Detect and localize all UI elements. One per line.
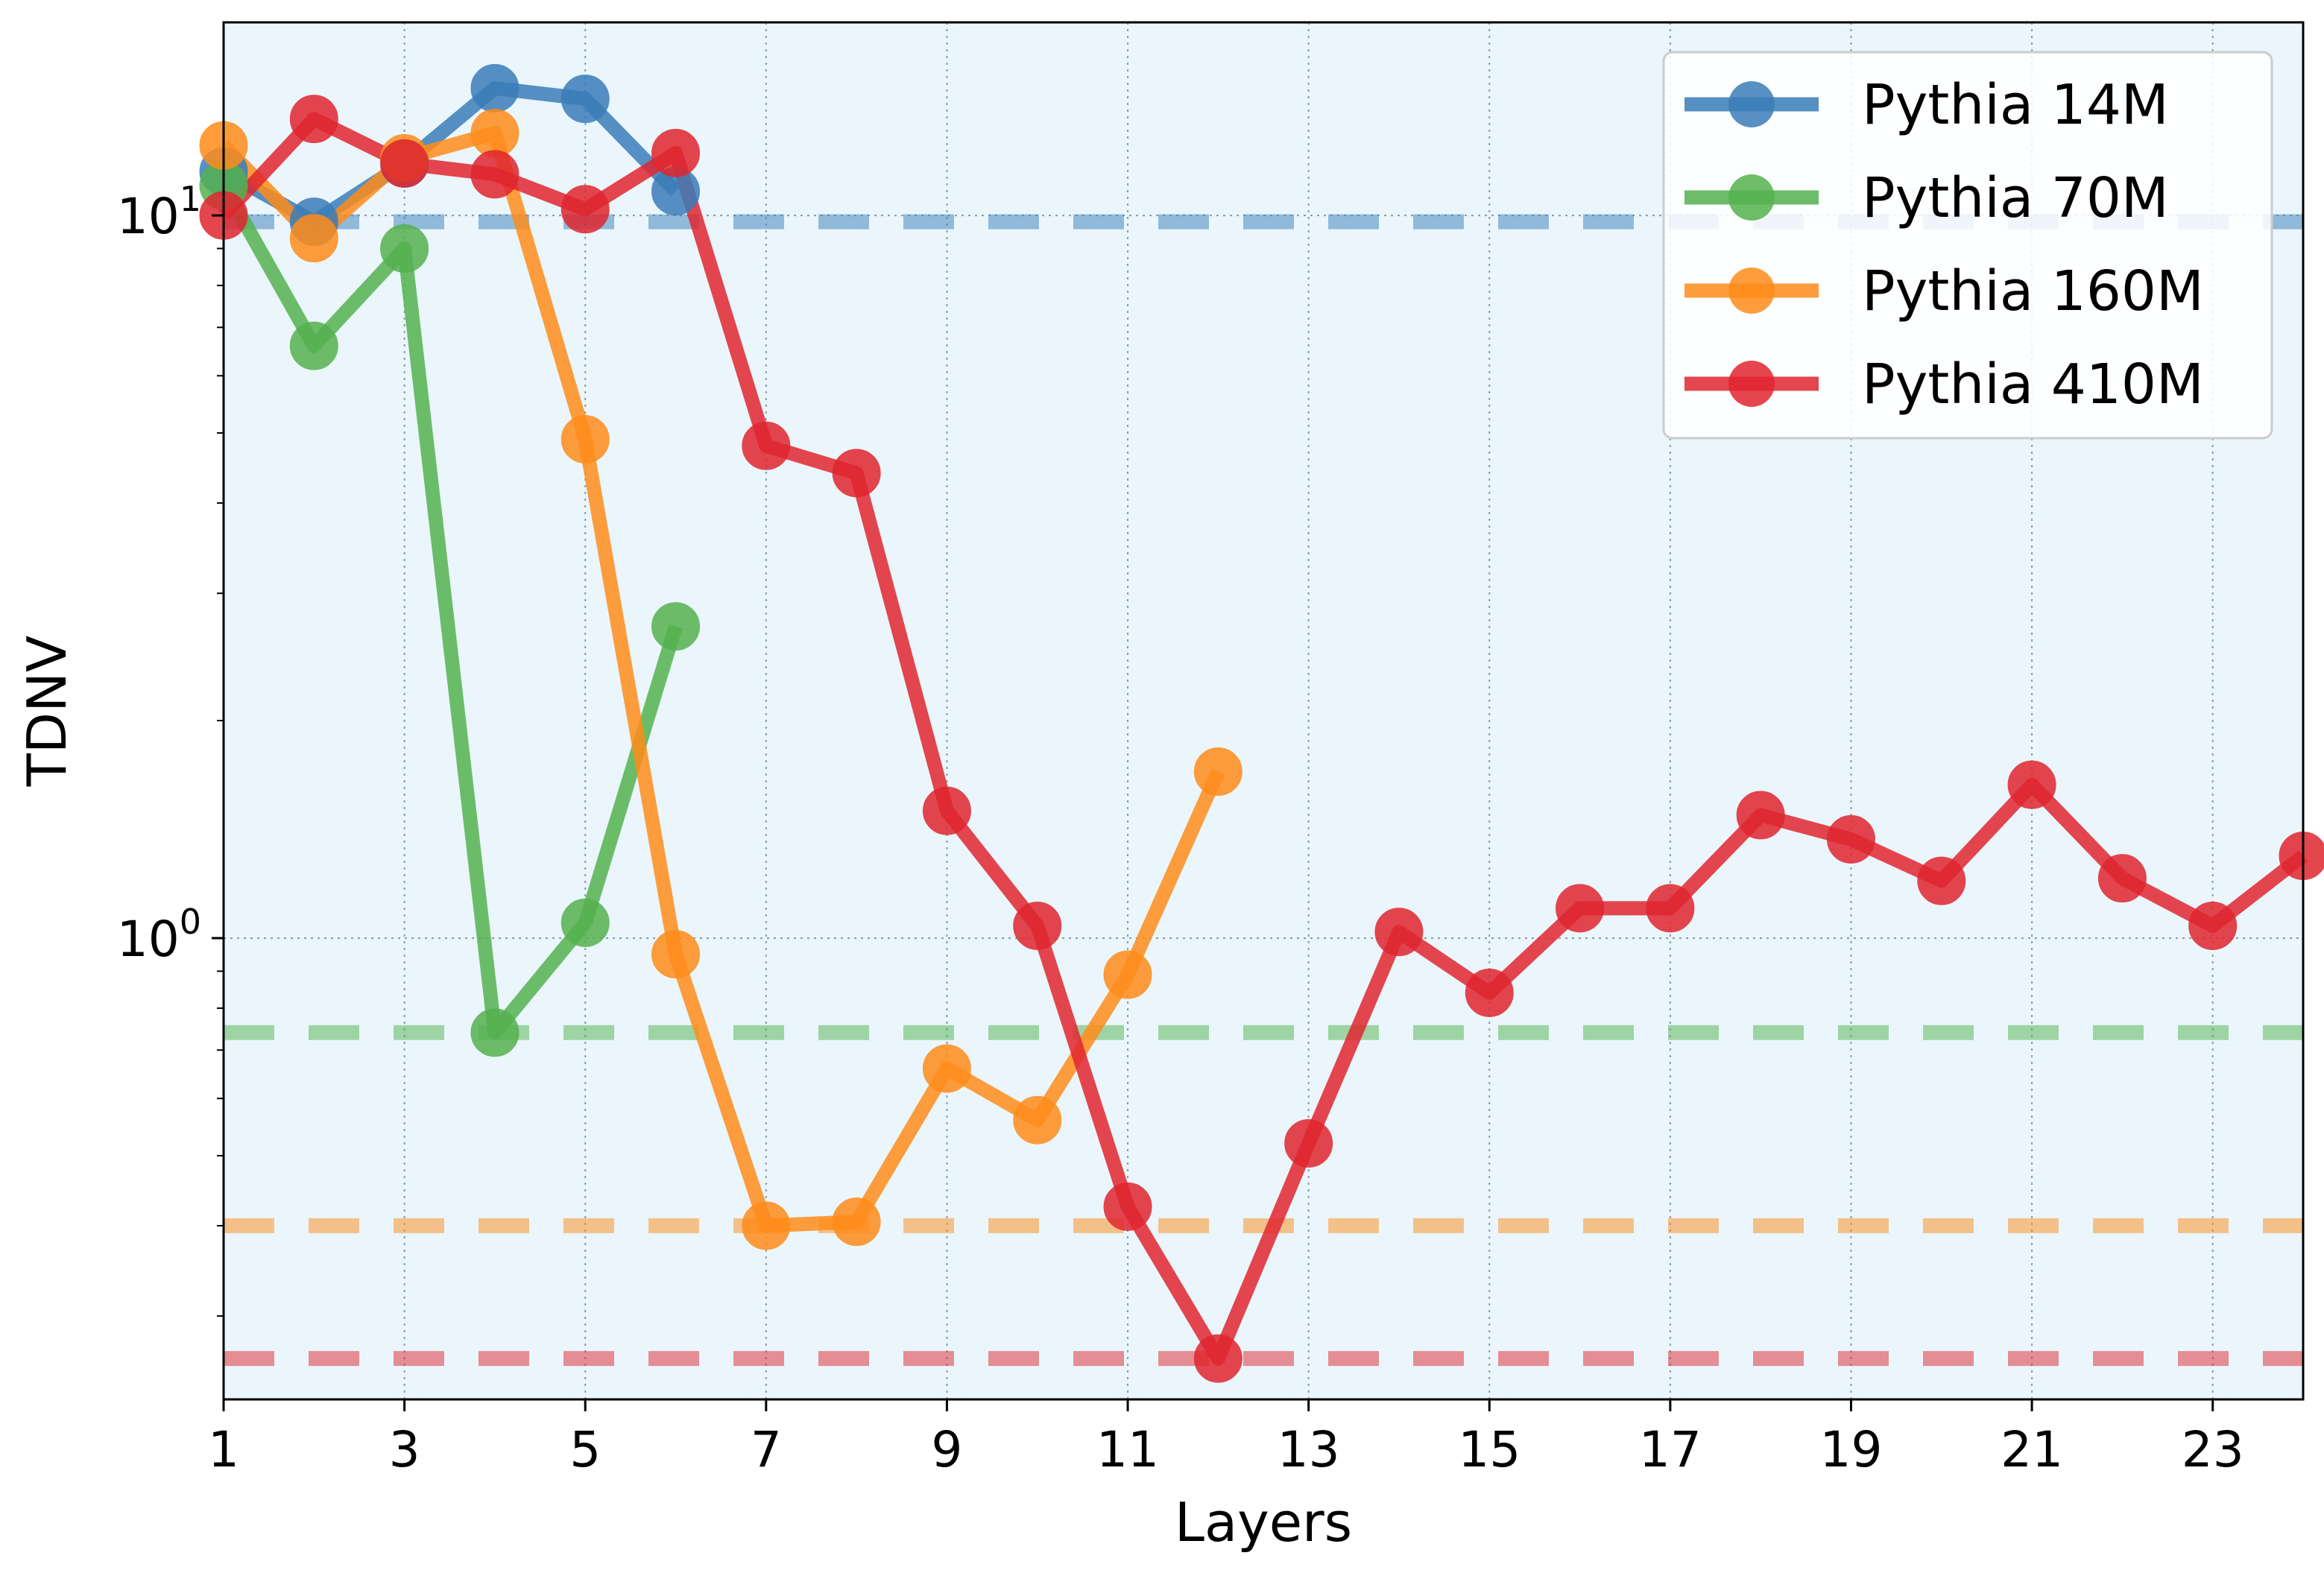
data-point bbox=[832, 449, 881, 498]
data-point bbox=[742, 1201, 791, 1250]
data-point bbox=[651, 930, 701, 979]
data-point bbox=[380, 139, 429, 188]
data-point bbox=[289, 214, 338, 263]
data-point bbox=[1193, 1334, 1242, 1383]
x-tick-label: 15 bbox=[1458, 1421, 1521, 1478]
data-point bbox=[1826, 814, 1875, 864]
data-point bbox=[380, 224, 429, 273]
data-point bbox=[2007, 760, 2056, 809]
data-point bbox=[1374, 908, 1424, 957]
y-axis-ticks: 100 101 bbox=[117, 179, 224, 1317]
series-line bbox=[217, 182, 683, 1040]
legend-label: Pythia 70M bbox=[1862, 166, 2169, 230]
data-point bbox=[470, 63, 520, 113]
data-point bbox=[651, 128, 701, 177]
x-axis-ticks: 1 3 5 7 9 11 13 15 17 19 21 23 bbox=[208, 1399, 2244, 1478]
y-tick-label: 101 bbox=[117, 179, 201, 245]
series-points bbox=[199, 63, 2324, 1383]
data-point bbox=[561, 75, 610, 124]
data-point bbox=[922, 1044, 971, 1093]
legend-entry: Pythia 160M bbox=[1684, 259, 2204, 323]
data-point bbox=[832, 1197, 881, 1247]
legend-label: Pythia 14M bbox=[1862, 73, 2169, 137]
data-point bbox=[2188, 901, 2238, 950]
data-point bbox=[561, 415, 610, 464]
legend-marker bbox=[1728, 81, 1775, 127]
x-axis-label: Layers bbox=[1175, 1491, 1352, 1554]
x-tick-label: 1 bbox=[208, 1421, 239, 1478]
legend-marker bbox=[1728, 361, 1775, 407]
legend-label: Pythia 160M bbox=[1862, 259, 2204, 323]
x-tick-label: 5 bbox=[569, 1421, 601, 1478]
data-point bbox=[922, 786, 971, 835]
legend: Pythia 14M Pythia 70M Pythia 160M Pythia 41… bbox=[1662, 51, 2273, 440]
data-point bbox=[1284, 1118, 1333, 1168]
legend-box bbox=[1662, 51, 2273, 440]
legend-entry: Pythia 410M bbox=[1684, 352, 2204, 417]
data-point bbox=[1736, 791, 1785, 840]
legend-entry: Pythia 70M bbox=[1684, 166, 2169, 230]
data-point bbox=[1917, 856, 1966, 905]
data-point bbox=[470, 109, 520, 158]
legend-label: Pythia 410M bbox=[1862, 352, 2204, 417]
x-tick-label: 13 bbox=[1278, 1421, 1340, 1478]
data-point bbox=[1013, 901, 1062, 950]
x-tick-label: 9 bbox=[931, 1421, 962, 1478]
legend-entry: Pythia 14M bbox=[1684, 73, 2169, 137]
y-axis-label: TDNV bbox=[16, 636, 78, 788]
data-point bbox=[2097, 854, 2147, 903]
data-point bbox=[1013, 1095, 1062, 1145]
data-point bbox=[1103, 1182, 1152, 1231]
x-tick-label: 17 bbox=[1639, 1421, 1702, 1478]
legend-marker bbox=[1728, 268, 1775, 314]
legend-marker bbox=[1728, 174, 1775, 221]
data-point bbox=[1646, 884, 1695, 933]
data-point bbox=[561, 898, 610, 947]
data-point bbox=[561, 185, 610, 234]
x-tick-label: 23 bbox=[2182, 1421, 2244, 1478]
plot-frame bbox=[222, 21, 2305, 1401]
data-point bbox=[651, 602, 701, 651]
data-point bbox=[742, 421, 791, 470]
data-point bbox=[289, 95, 338, 144]
data-point bbox=[1465, 968, 1514, 1017]
data-point bbox=[1193, 747, 1242, 796]
data-point bbox=[1103, 950, 1152, 999]
data-point bbox=[470, 150, 520, 199]
data-point bbox=[289, 321, 338, 370]
x-tick-label: 21 bbox=[2001, 1421, 2063, 1478]
x-tick-label: 11 bbox=[1096, 1421, 1159, 1478]
y-tick-label: 100 bbox=[117, 902, 201, 968]
x-tick-label: 7 bbox=[751, 1421, 782, 1478]
x-tick-label: 19 bbox=[1819, 1421, 1882, 1478]
x-tick-label: 3 bbox=[389, 1421, 420, 1478]
data-point bbox=[1556, 884, 1605, 933]
data-point bbox=[470, 1008, 520, 1057]
